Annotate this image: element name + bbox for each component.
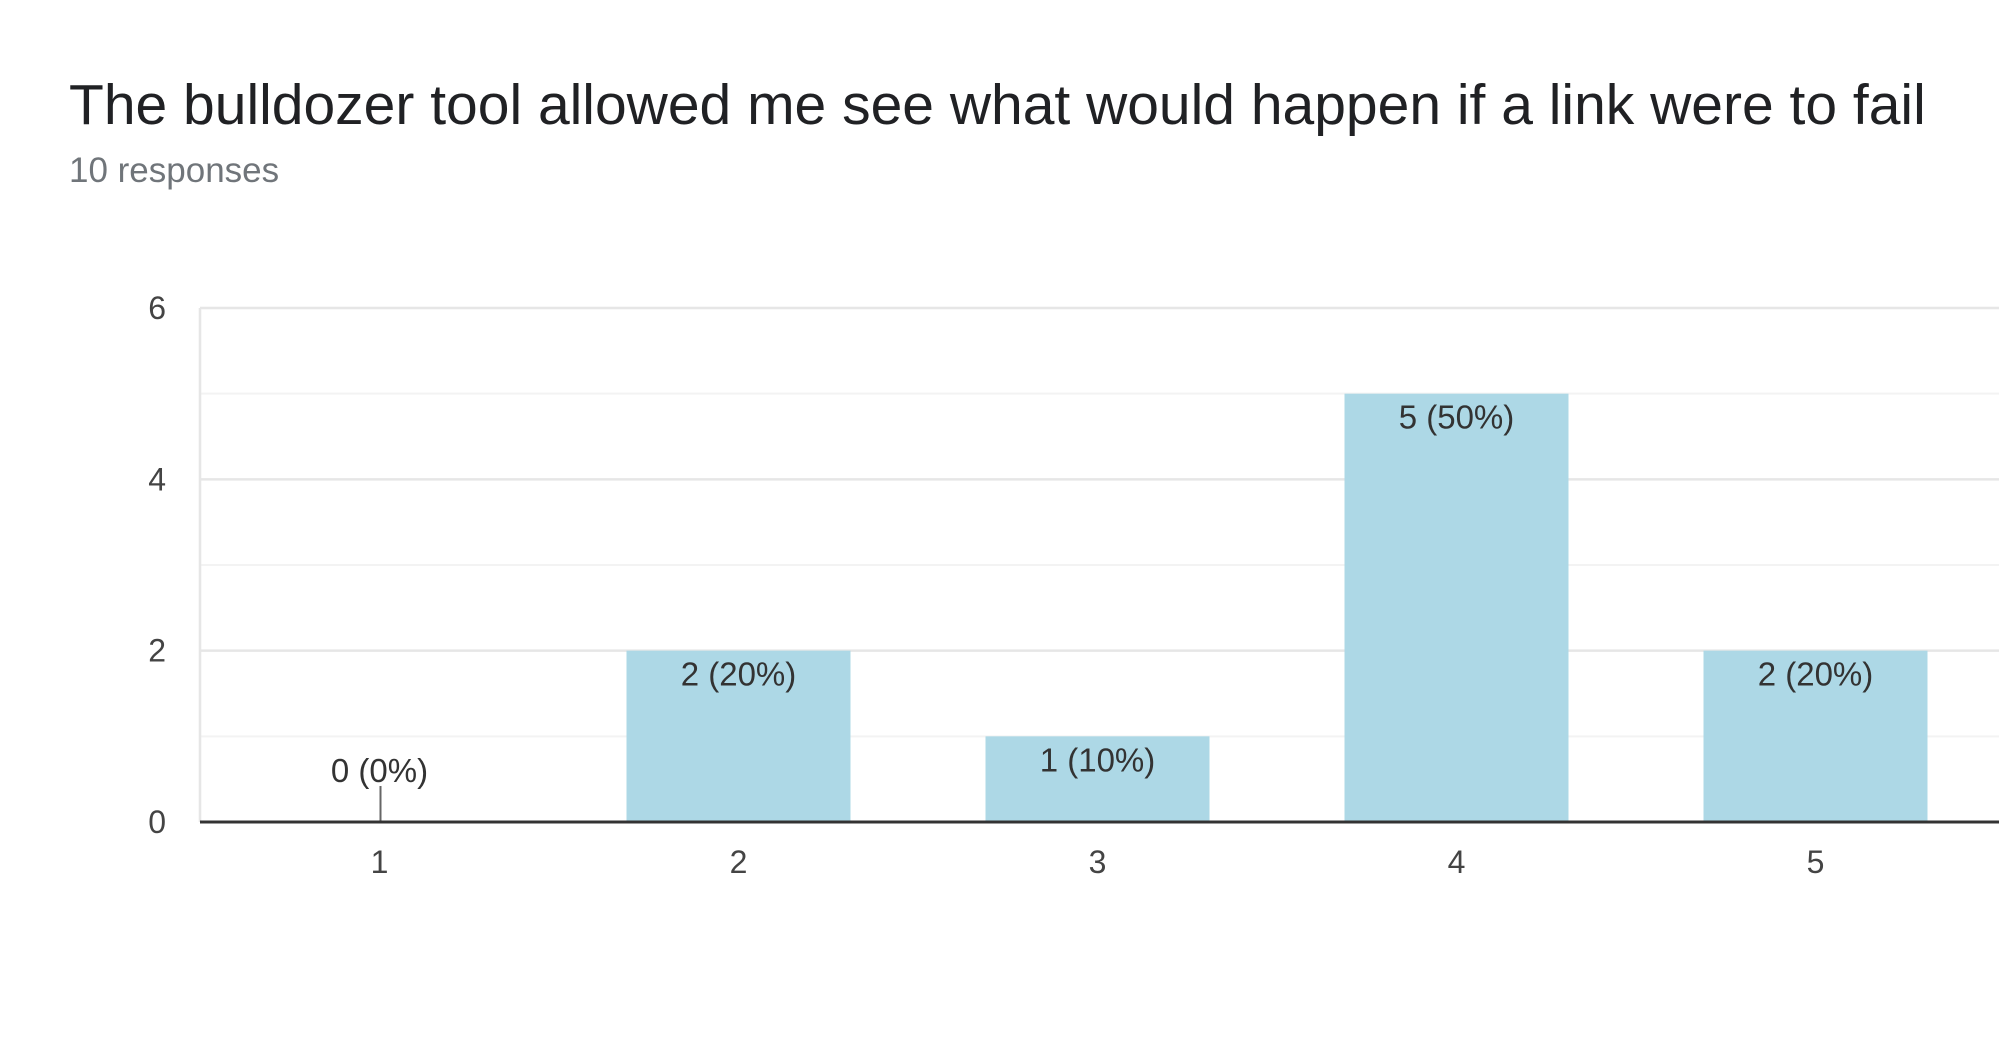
- bar-data-label: 0 (0%): [331, 752, 428, 789]
- y-tick-label: 0: [148, 804, 166, 840]
- x-tick-label: 5: [1807, 844, 1825, 880]
- x-tick-label: 1: [371, 844, 389, 880]
- y-tick-label: 6: [148, 290, 166, 326]
- bar: [626, 650, 851, 822]
- response-count: 10 responses: [69, 151, 280, 190]
- bar-data-label: 2 (20%): [681, 656, 797, 693]
- bar-data-label: 1 (10%): [1040, 741, 1156, 778]
- x-tick-label: 4: [1448, 844, 1466, 880]
- y-tick-label: 4: [148, 461, 166, 497]
- bar: [1344, 393, 1569, 822]
- y-tick-label: 2: [148, 633, 166, 669]
- bar: [1703, 650, 1928, 822]
- bar-data-label: 2 (20%): [1758, 656, 1874, 693]
- bar-data-label: 5 (50%): [1399, 399, 1515, 436]
- x-tick-label: 3: [1089, 844, 1107, 880]
- chart-title: The bulldozer tool allowed me see what w…: [69, 73, 1926, 137]
- x-tick-label: 2: [730, 844, 748, 880]
- bar: [985, 736, 1210, 822]
